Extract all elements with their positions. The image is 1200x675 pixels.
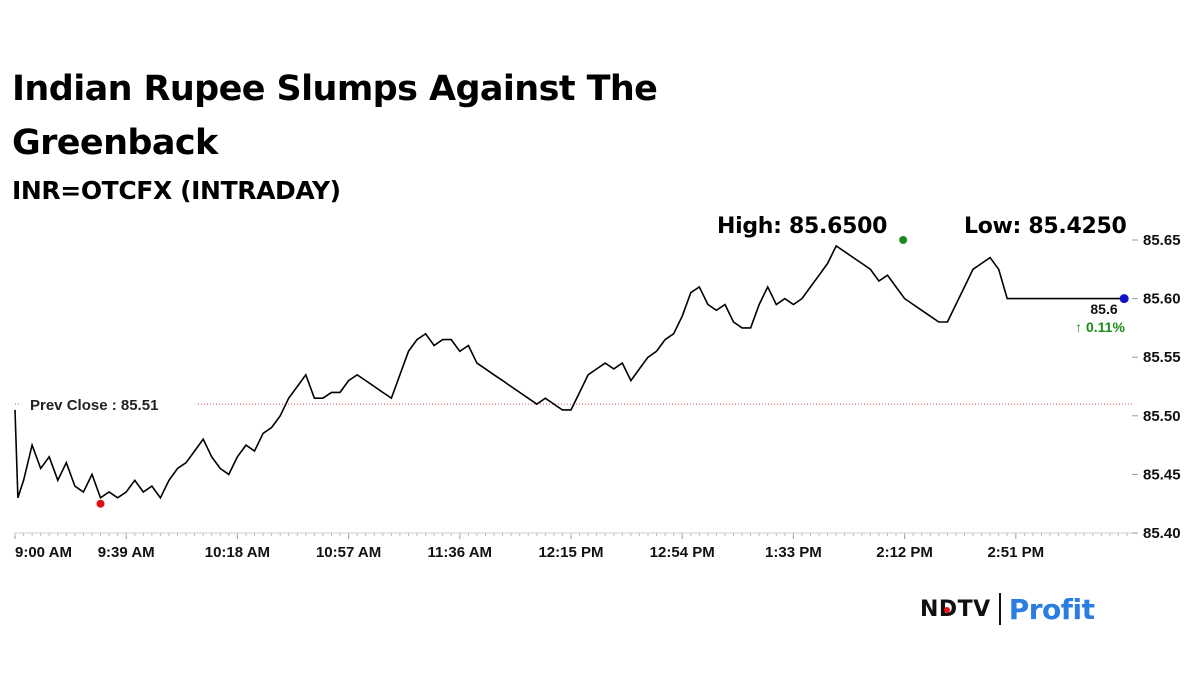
ndtv-wordmark: NDTV: [920, 596, 991, 622]
prev-close-label: Prev Close : 85.51: [30, 397, 158, 414]
chart-subtitle: INR=OTCFX (INTRADAY): [12, 176, 341, 205]
chart-title: Indian Rupee Slumps Against The Greenbac…: [12, 69, 658, 163]
x-tick-label: 2:12 PM: [876, 544, 933, 561]
chart-labels: 85.6 ↑ 0.11%: [1075, 301, 1125, 335]
high-marker: [899, 236, 908, 244]
y-tick-label: 85.45: [1143, 466, 1181, 483]
low-marker: [96, 499, 105, 508]
axes: 9:00 AM 9:39 AM 10:18 AM 10:57 AM 11:36 AM 12…: [14, 232, 1181, 561]
y-tick-label: 85.65: [1143, 232, 1181, 249]
low-label: Low: 85.4250: [964, 214, 1127, 239]
y-tick-label: 85.50: [1143, 408, 1181, 425]
x-tick-label: 9:39 AM: [98, 544, 155, 561]
logo-red-dot: [944, 607, 950, 613]
price-line: [14, 244, 1125, 500]
last-price-label: 85.6: [1090, 301, 1117, 317]
prev-close-label-bg: [20, 393, 198, 414]
profit-wordmark: Profit: [1008, 592, 1095, 626]
y-tick-label: 85.60: [1143, 291, 1181, 308]
ndtv-profit-logo: NDTV Profit: [920, 591, 1095, 627]
x-tick-label: 9:00 AM: [15, 544, 72, 561]
x-tick-label: 2:51 PM: [987, 544, 1044, 561]
x-tick-label: 12:54 PM: [650, 544, 715, 561]
logo-divider: [998, 593, 1001, 625]
x-tick-label: 10:18 AM: [205, 544, 270, 561]
y-tick-label: 85.40: [1143, 525, 1181, 542]
price-series: [14, 244, 1125, 500]
markers: [96, 236, 1129, 508]
x-tick-label: 12:15 PM: [538, 544, 603, 561]
y-tick-label: 85.55: [1143, 349, 1181, 366]
x-tick-label: 10:57 AM: [316, 544, 381, 561]
last-price-marker: [1119, 294, 1129, 304]
change-label: ↑ 0.11%: [1075, 319, 1125, 335]
x-tick-label: 11:36 AM: [428, 544, 492, 561]
high-label: High: 85.6500: [717, 214, 888, 239]
x-tick-label: 1:33 PM: [765, 544, 822, 561]
